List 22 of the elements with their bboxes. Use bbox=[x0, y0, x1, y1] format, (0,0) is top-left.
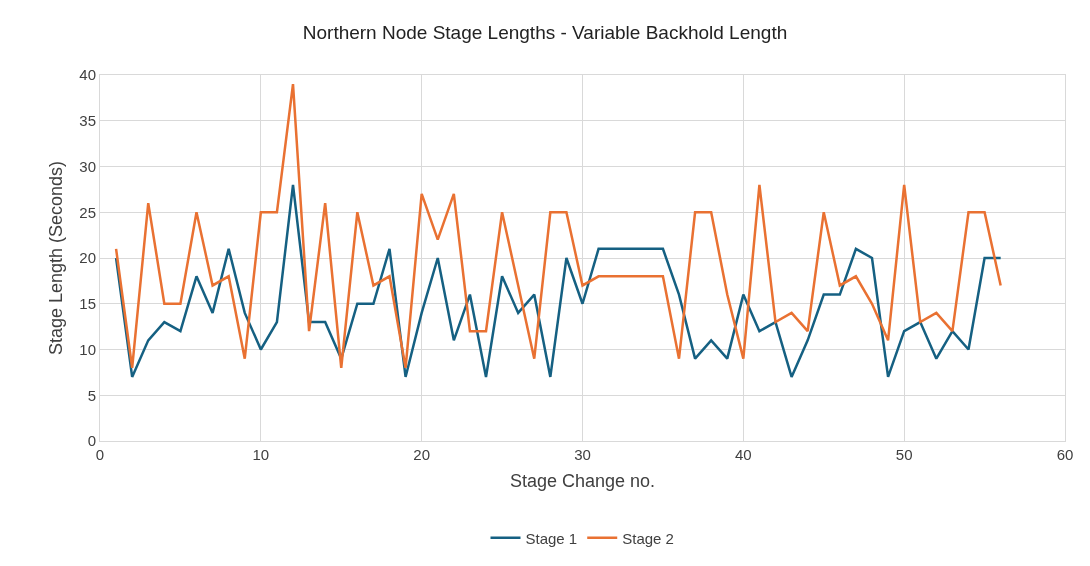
x-tick-label: 40 bbox=[734, 446, 752, 463]
line-series bbox=[114, 82, 1002, 370]
x-axis-title: Stage Change no. bbox=[509, 471, 656, 492]
y-tick-label: 35 bbox=[79, 112, 96, 129]
y-tick-label: 25 bbox=[79, 203, 96, 221]
y-tick-label: 30 bbox=[79, 157, 96, 175]
x-tick-label: 60 bbox=[1056, 446, 1074, 463]
y-tick-label: 20 bbox=[79, 249, 96, 267]
x-tick-label: 50 bbox=[895, 446, 913, 463]
x-tick-label: 10 bbox=[252, 446, 270, 463]
x-tick-label: 20 bbox=[413, 446, 431, 463]
y-tick-label: 15 bbox=[79, 295, 96, 312]
y-tick-label: 40 bbox=[79, 66, 96, 84]
line-series bbox=[114, 183, 1002, 379]
y-tick-label: 10 bbox=[79, 340, 96, 358]
legend-label: Stage 2 bbox=[622, 529, 674, 547]
x-tick-label: 30 bbox=[574, 446, 591, 463]
chart-title: Northern Node Stage Lengths - Variable Backhold Length bbox=[302, 21, 788, 43]
y-tick-label: 5 bbox=[87, 386, 96, 404]
y-axis-title: Stage Length (Seconds) bbox=[45, 160, 66, 356]
y-tick-label: 0 bbox=[87, 432, 96, 450]
legend-label: Stage 1 bbox=[525, 529, 578, 547]
